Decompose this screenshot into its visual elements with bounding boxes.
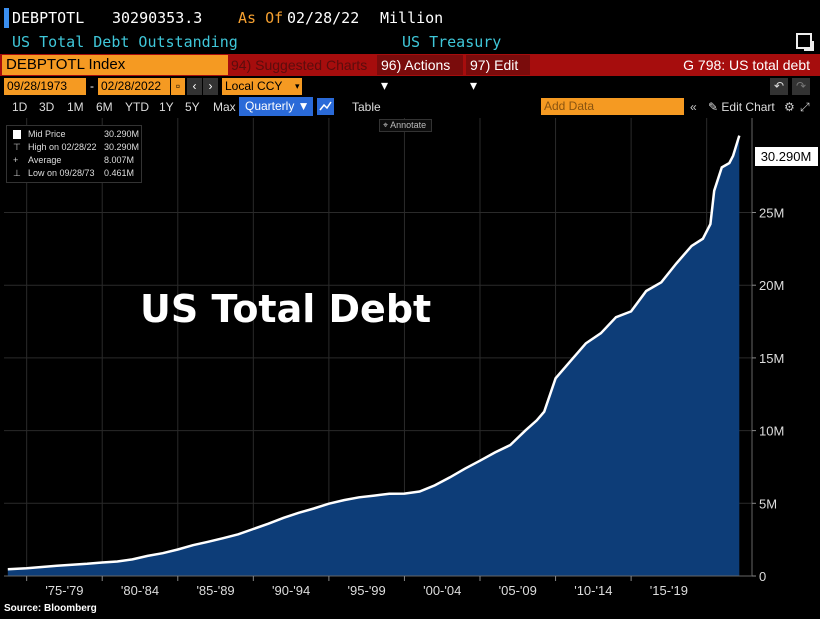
y-tick-label: 20M [759, 278, 784, 293]
period-1m[interactable]: 1M [67, 100, 84, 114]
security-header: DEBPTOTL 30290353.3 As Of 02/28/22 Milli… [0, 0, 820, 34]
y-tick-label: 5M [759, 496, 777, 511]
pencil-icon: ✎ [708, 100, 722, 114]
legend-value: 8.007M [104, 155, 135, 165]
annotate-label: Annotate [390, 120, 427, 130]
legend-value: 30.290M [104, 129, 140, 139]
legend-item: + Average 8.007M [7, 154, 143, 167]
period-5y[interactable]: 5Y [185, 100, 200, 114]
redo-icon[interactable]: ↷ [792, 78, 810, 95]
popout-icon[interactable] [796, 33, 814, 51]
period-6m[interactable]: 6M [96, 100, 113, 114]
y-tick-label: 25M [759, 206, 784, 221]
last-value-tag: 30.290M [755, 147, 818, 166]
legend-label: High on 02/28/22 [28, 142, 97, 152]
last-value: 30290353.3 [112, 9, 203, 27]
x-tick-label: '90-'94 [272, 583, 310, 598]
legend-label: Average [28, 155, 62, 165]
period-bar: 1D 3D 1M 6M YTD 1Y 5Y Max Quarterly ▼ Ta… [0, 97, 820, 117]
next-period-icon[interactable]: › [203, 78, 218, 95]
collapse-icon[interactable]: « [690, 100, 697, 114]
y-tick-label: 15M [759, 351, 784, 366]
currency-dropdown-icon[interactable]: ▾ [292, 78, 302, 95]
security-marker [4, 8, 9, 28]
function-toolbar: DEBPTOTL Index 94) Suggested Charts 96) … [0, 54, 820, 93]
x-tick-label: '95-'99 [348, 583, 386, 598]
ticker-symbol: DEBPTOTL [12, 9, 85, 27]
legend-value: 30.290M [104, 142, 140, 152]
period-1y[interactable]: 1Y [159, 100, 174, 114]
low-marker-icon: ⊥ [13, 168, 21, 178]
legend-value: 0.461M [104, 168, 135, 178]
add-data-input[interactable]: Add Data [541, 98, 684, 115]
period-3d[interactable]: 3D [39, 100, 55, 114]
expand-icon[interactable]: ⤢ [800, 100, 810, 114]
source-note: Source: Bloomberg [4, 603, 97, 614]
chart-title: US Total Debt [140, 287, 431, 331]
data-source: US Treasury [402, 33, 502, 51]
calendar-icon[interactable]: ▫ [171, 78, 185, 95]
legend-label: Mid Price [28, 129, 66, 139]
actions-menu-button[interactable]: 96) Actions ▾ [377, 55, 463, 93]
legend-label: Low on 09/28/73 [28, 168, 95, 178]
period-1d[interactable]: 1D [12, 100, 28, 114]
description-row: US Total Debt Outstanding US Treasury [0, 32, 820, 54]
edit-chart-label: Edit Chart [721, 100, 775, 114]
average-marker-icon: + [13, 155, 19, 165]
chart-function-title: G 798: US total debt [683, 57, 810, 73]
debt-area-fill [7, 135, 740, 576]
line-chart-icon[interactable] [317, 98, 334, 115]
edit-menu-button[interactable]: 97) Edit ▾ [466, 55, 530, 93]
y-tick-label: 0 [759, 569, 766, 584]
last-value-label: 30.290M [761, 149, 812, 164]
date-separator: - [90, 79, 94, 93]
x-tick-label: '85-'89 [196, 583, 234, 598]
table-button[interactable]: Table [352, 100, 381, 114]
suggested-charts-button[interactable]: 94) Suggested Charts [231, 57, 368, 73]
x-tick-label: '75-'79 [45, 583, 83, 598]
x-tick-label: '00-'04 [423, 583, 461, 598]
x-axis-ticks: '75-'79 '80-'84 '85-'89 '90-'94 '95-'99 '00-'… [26, 576, 688, 598]
date-range-bar: 09/28/1973 - 02/28/2022 ▫ ‹ › Local CCY … [0, 78, 820, 96]
x-tick-label: '05-'09 [499, 583, 537, 598]
as-of-date: 02/28/22 [287, 9, 360, 27]
legend-item: ⊤ High on 02/28/22 30.290M [7, 141, 143, 154]
x-tick-label: '80-'84 [121, 583, 159, 598]
start-date-field[interactable]: 09/28/1973 [4, 78, 86, 95]
currency-field[interactable]: Local CCY [222, 78, 292, 95]
frequency-dropdown[interactable]: Quarterly ▼ [239, 97, 313, 116]
legend-box: Mid Price 30.290M ⊤ High on 02/28/22 30.… [6, 125, 142, 183]
x-tick-label: '10-'14 [574, 583, 612, 598]
security-field[interactable]: DEBPTOTL Index [2, 55, 228, 75]
last-value-box [755, 147, 818, 166]
annotate-button[interactable]: ⌖ Annotate [379, 119, 432, 132]
legend-item: Mid Price 30.290M [7, 128, 143, 141]
units-label: Million [380, 9, 444, 27]
period-ytd[interactable]: YTD [125, 100, 149, 114]
security-description: US Total Debt Outstanding [12, 33, 238, 51]
legend-swatch [13, 130, 21, 139]
legend-item: ⊥ Low on 09/28/73 0.461M [7, 167, 143, 180]
high-marker-icon: ⊤ [13, 142, 21, 152]
annotate-icon: ⌖ [383, 120, 391, 130]
previous-period-icon[interactable]: ‹ [187, 78, 202, 95]
debt-series-line [7, 135, 741, 571]
settings-icon[interactable]: ⚙ [784, 100, 795, 114]
y-axis-ticks: 0 5M 10M 15M 20M 25M [752, 206, 784, 584]
period-max[interactable]: Max [213, 100, 236, 114]
x-tick-label: '15-'19 [650, 583, 688, 598]
y-tick-label: 10M [759, 424, 784, 439]
edit-chart-button[interactable]: ✎ Edit Chart [708, 98, 775, 116]
end-date-field[interactable]: 02/28/2022 [98, 78, 170, 95]
undo-icon[interactable]: ↶ [770, 78, 788, 95]
as-of-label: As Of [238, 9, 284, 27]
